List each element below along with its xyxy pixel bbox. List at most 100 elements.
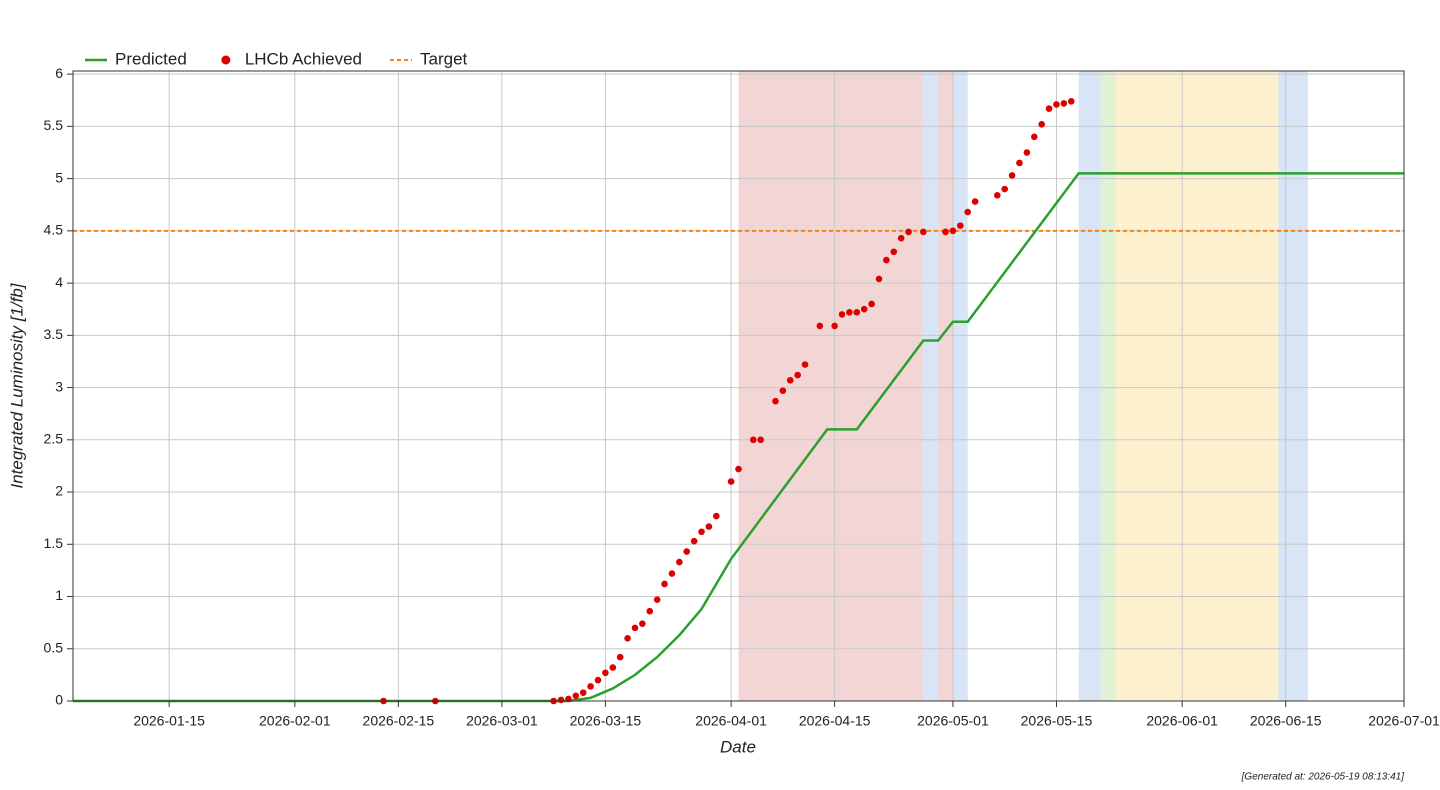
x-tick-label: 2026-05-15	[1021, 713, 1093, 729]
data-point	[868, 300, 875, 308]
data-point	[735, 465, 742, 473]
shaded-period	[938, 71, 953, 701]
x-tick-label: 2026-07-01	[1368, 713, 1440, 729]
x-tick-label: 2026-05-01	[917, 713, 989, 729]
data-point	[1030, 133, 1038, 141]
x-tick-label: 2026-03-01	[466, 713, 538, 729]
bands	[738, 71, 1308, 701]
data-point	[853, 309, 861, 316]
data-point	[949, 227, 957, 235]
shaded-period	[1115, 71, 1279, 701]
data-point	[964, 208, 972, 216]
axes: 0 0.5 1 1.5 2 2.5 3 3.5 4 4.5 5 5.5 6 2026-01-15 2026-…	[44, 65, 1440, 729]
data-point	[1001, 185, 1008, 193]
data-point	[860, 305, 868, 313]
shaded-period	[923, 71, 939, 701]
y-tick-label: 1	[55, 587, 63, 603]
data-point	[705, 523, 713, 530]
data-point	[942, 228, 949, 236]
shaded-period	[1278, 71, 1308, 701]
data-point	[690, 537, 698, 545]
y-tick-label: 6	[55, 65, 63, 81]
y-tick-label: 2	[55, 483, 63, 499]
data-point	[557, 696, 565, 704]
y-tick-label: 4	[55, 274, 63, 290]
x-tick-label: 2026-06-01	[1146, 713, 1218, 729]
data-point	[831, 322, 838, 330]
legend-label: Target	[420, 49, 468, 68]
data-point	[624, 635, 631, 642]
legend-label: Predicted	[115, 49, 187, 68]
plot	[73, 97, 1404, 705]
shaded-period	[1100, 71, 1116, 701]
data-point	[786, 376, 794, 384]
x-axis-title: Date	[720, 737, 756, 756]
data-point	[676, 558, 683, 566]
shaded-period	[952, 71, 968, 701]
plot-frame	[72, 70, 1405, 702]
y-tick-label: 5	[55, 169, 63, 185]
x-tick-label: 2026-02-15	[363, 713, 435, 729]
y-axis-title: Integrated Luminosity [1/fb]	[7, 282, 26, 488]
data-point	[683, 548, 691, 555]
y-tick-label: 0.5	[44, 639, 64, 655]
data-point	[587, 683, 594, 690]
data-point	[727, 478, 735, 485]
data-point	[1053, 101, 1060, 108]
shaded-period	[1078, 71, 1101, 701]
x-tick-label: 2026-04-15	[799, 713, 871, 729]
data-point	[883, 256, 890, 264]
data-point	[846, 309, 853, 316]
data-point	[1023, 149, 1031, 156]
data-point	[875, 275, 883, 283]
shaded-period	[738, 71, 924, 701]
data-point	[713, 512, 720, 520]
data-point	[1067, 97, 1075, 105]
y-tick-label: 2.5	[44, 431, 64, 447]
x-tick-label: 2026-04-01	[695, 713, 767, 729]
data-point	[631, 624, 639, 632]
y-tick-label: 1.5	[44, 535, 64, 551]
data-point	[639, 620, 646, 627]
data-point	[1060, 100, 1068, 107]
legend: Predicted LHCb Achieved Target	[85, 49, 468, 68]
data-point	[661, 580, 668, 588]
data-point	[616, 653, 624, 661]
legend-swatch	[221, 55, 231, 65]
data-point	[1016, 159, 1023, 167]
data-point	[1045, 105, 1053, 112]
y-tick-label: 5.5	[44, 117, 64, 133]
data-point	[609, 664, 617, 671]
y-tick-label: 4.5	[44, 222, 64, 238]
data-point	[1008, 172, 1016, 179]
data-point	[698, 528, 705, 536]
data-point	[794, 371, 801, 379]
data-point	[957, 222, 964, 229]
data-point	[668, 570, 676, 577]
legend-label: LHCb Achieved	[245, 49, 362, 68]
data-point	[994, 192, 1001, 199]
x-tick-label: 2026-03-15	[570, 713, 642, 729]
x-tick-label: 2026-02-01	[259, 713, 331, 729]
x-tick-label: 2026-06-15	[1250, 713, 1322, 729]
data-point	[816, 322, 824, 330]
data-point	[897, 234, 905, 242]
data-point	[920, 228, 927, 236]
predicted-line	[73, 172, 1404, 703]
data-point	[653, 596, 661, 603]
data-point	[602, 669, 609, 677]
data-point	[772, 397, 779, 405]
data-point	[1038, 120, 1045, 128]
data-point	[646, 607, 654, 615]
y-tick-label: 0	[55, 692, 63, 708]
data-point	[572, 692, 580, 700]
data-point	[779, 387, 787, 395]
data-point	[579, 689, 587, 696]
data-point	[801, 361, 809, 368]
x-tick-label: 2026-01-15	[133, 713, 205, 729]
data-point	[890, 248, 898, 256]
data-point	[749, 436, 757, 444]
data-point	[971, 198, 979, 205]
footer: [Generated at: 2026-05-19 08:13:41]	[1241, 772, 1405, 783]
